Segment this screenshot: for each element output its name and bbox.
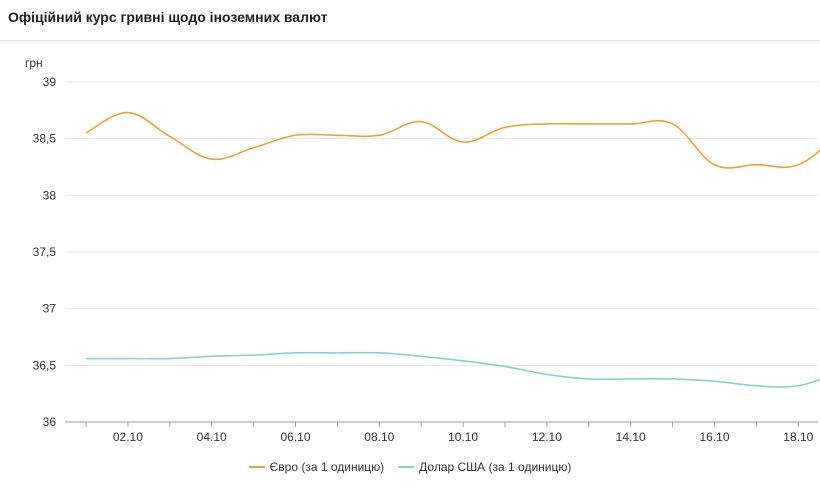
data-point <box>419 354 423 358</box>
chart-grid <box>65 81 818 423</box>
y-tick-label: 39 <box>43 75 57 89</box>
data-point <box>335 351 339 355</box>
data-point <box>712 379 716 383</box>
data-point <box>126 356 130 360</box>
series-line-usd <box>85 351 820 388</box>
x-tick-label: 04.10 <box>197 430 227 444</box>
header: Офіційний курс гривні щодо іноземних вал… <box>0 0 820 41</box>
x-tick-label: 06.10 <box>280 430 310 444</box>
data-point <box>461 140 465 144</box>
data-point <box>712 163 716 167</box>
data-point <box>796 163 800 167</box>
y-tick-label: 37 <box>43 302 57 316</box>
data-point <box>670 377 674 381</box>
data-point <box>503 364 507 368</box>
legend-item-usd[interactable]: Долар США (за 1 одиницю) <box>398 460 571 474</box>
series-lines <box>84 110 820 388</box>
x-axis-ticks: 02.10 04.10 06.10 08.10 10.10 12.10 14.10 16.10… <box>85 422 814 444</box>
legend-label: Євро (за 1 одиницю) <box>269 460 385 474</box>
data-point <box>796 384 800 388</box>
data-point <box>629 122 633 126</box>
y-tick-label: 36,5 <box>33 358 57 372</box>
data-point <box>210 354 214 358</box>
data-point <box>587 122 591 126</box>
y-tick-label: 36 <box>43 415 57 429</box>
legend-swatch <box>248 466 265 468</box>
legend-label: Долар США (за 1 одиницю) <box>419 460 572 474</box>
data-point <box>251 353 255 357</box>
data-point <box>629 377 633 381</box>
x-tick-label: 12.10 <box>532 430 562 444</box>
data-point <box>335 133 339 137</box>
data-point <box>461 359 465 363</box>
x-tick-label: 14.10 <box>616 430 646 444</box>
x-tick-label: 02.10 <box>113 430 143 444</box>
x-tick-label: 18.10 <box>783 430 813 444</box>
data-point <box>251 146 255 150</box>
data-point <box>545 372 549 376</box>
legend-swatch <box>398 466 415 468</box>
series-line-euro <box>85 111 820 169</box>
data-point <box>84 131 88 135</box>
data-point <box>503 125 507 129</box>
page-title: Офіційний курс гривні щодо іноземних вал… <box>8 9 328 25</box>
data-point <box>545 122 549 126</box>
data-point <box>168 356 172 360</box>
x-tick-label: 08.10 <box>364 430 394 444</box>
x-tick-label: 10.10 <box>448 430 478 444</box>
data-point <box>293 133 297 137</box>
x-tick-label: 16.10 <box>699 430 729 444</box>
data-point <box>419 119 423 123</box>
data-point <box>210 157 214 161</box>
data-point <box>84 356 88 360</box>
y-axis-ticks: 36 36,5 37 37,5 38 38,5 39 <box>33 75 57 429</box>
data-point <box>126 110 130 114</box>
chart-legend: Євро (за 1 одиницю) Долар США (за 1 одини… <box>0 458 820 476</box>
data-point <box>754 384 758 388</box>
y-axis-unit-label: грн <box>25 56 43 70</box>
data-point <box>377 351 381 355</box>
y-tick-label: 38,5 <box>33 132 57 146</box>
data-point <box>377 133 381 137</box>
data-point <box>168 134 172 138</box>
data-point <box>587 377 591 381</box>
data-point <box>293 351 297 355</box>
data-point <box>754 163 758 167</box>
legend-item-euro[interactable]: Євро (за 1 одиницю) <box>248 460 385 474</box>
y-tick-label: 37,5 <box>33 245 57 259</box>
y-tick-label: 38 <box>43 188 57 202</box>
data-point <box>670 122 674 126</box>
